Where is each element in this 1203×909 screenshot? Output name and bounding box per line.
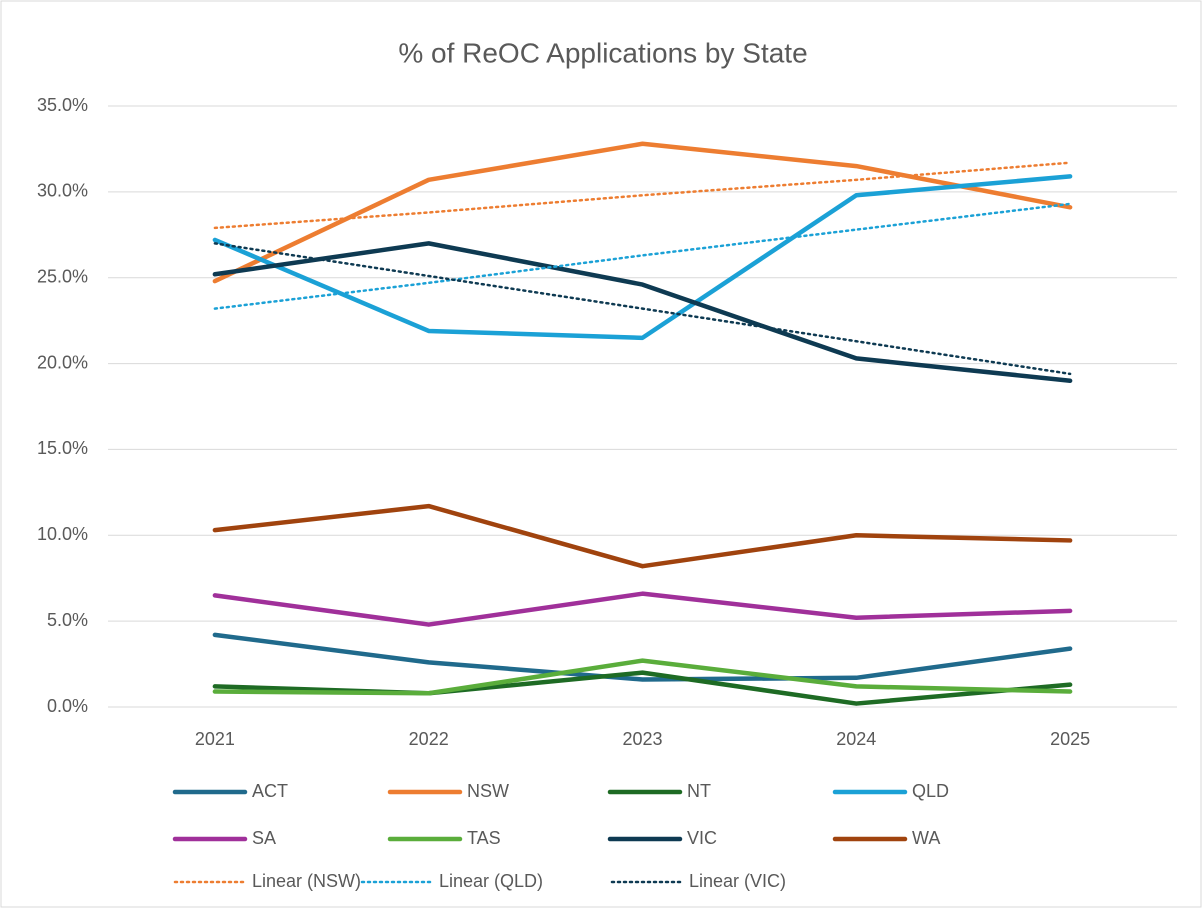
y-tick-label: 5.0%	[47, 610, 88, 630]
trend-line	[213, 161, 1072, 230]
y-tick-label: 25.0%	[37, 266, 88, 286]
y-tick-label: 20.0%	[37, 352, 88, 372]
legend-label: TAS	[467, 828, 501, 848]
x-tick-label: 2023	[622, 729, 662, 749]
legend-label: Linear (VIC)	[689, 871, 786, 891]
trend-line	[213, 242, 1072, 376]
legend-label: SA	[252, 828, 276, 848]
x-tick-label: 2025	[1050, 729, 1090, 749]
y-tick-label: 15.0%	[37, 438, 88, 458]
y-tick-label: 35.0%	[37, 95, 88, 115]
y-tick-label: 10.0%	[37, 524, 88, 544]
legend-label: Linear (QLD)	[439, 871, 543, 891]
legend-label: Linear (NSW)	[252, 871, 361, 891]
series-line	[212, 658, 1073, 696]
series-line	[212, 591, 1073, 627]
series-line	[212, 632, 1073, 682]
legend-label: ACT	[252, 781, 288, 801]
series-line	[212, 241, 1073, 383]
legend-label: NT	[687, 781, 711, 801]
legend-label: QLD	[912, 781, 949, 801]
x-tick-label: 2024	[836, 729, 876, 749]
y-tick-label: 30.0%	[37, 181, 88, 201]
x-tick-label: 2021	[195, 729, 235, 749]
series-line	[212, 174, 1073, 341]
x-tick-label: 2022	[409, 729, 449, 749]
y-tick-label: 0.0%	[47, 696, 88, 716]
legend-label: WA	[912, 828, 940, 848]
chart-title: % of ReOC Applications by State	[398, 37, 807, 68]
legend-label: VIC	[687, 828, 717, 848]
series-line	[212, 141, 1073, 284]
series-line	[212, 503, 1073, 569]
trend-line	[213, 202, 1072, 310]
legend-label: NSW	[467, 781, 509, 801]
